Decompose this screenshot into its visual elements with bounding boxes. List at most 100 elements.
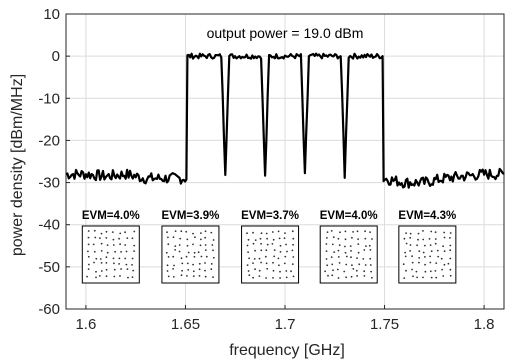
constellation-point <box>364 230 366 233</box>
constellation-point <box>246 264 249 266</box>
constellation-point <box>106 244 109 247</box>
constellation-point <box>113 275 116 278</box>
constellation-point <box>424 270 427 273</box>
constellation-point <box>326 231 329 234</box>
constellation-point <box>180 257 183 260</box>
constellation-point <box>105 275 108 278</box>
constellation-point <box>198 275 201 277</box>
constellation-point <box>194 236 196 239</box>
constellation-point <box>403 277 406 279</box>
constellation-point <box>370 270 372 273</box>
constellation-point <box>351 236 353 239</box>
x-axis-ticks: 1.6 1.65 1.7 1.75 1.8 <box>75 305 495 333</box>
constellation-point <box>339 231 341 234</box>
constellation-point <box>119 275 121 277</box>
constellation-point <box>434 238 437 240</box>
constellation-point <box>204 269 206 272</box>
constellation-point <box>113 268 116 271</box>
constellation-point <box>337 237 340 240</box>
constellation-point <box>279 244 282 247</box>
constellation-point <box>402 263 405 266</box>
constellation-point <box>449 257 452 260</box>
constellation-point <box>409 250 411 252</box>
constellation-point <box>265 232 268 235</box>
y-tick-label: -50 <box>38 259 60 276</box>
constellation-point <box>272 238 275 241</box>
constellation-point <box>87 230 90 232</box>
constellation-point <box>186 275 188 277</box>
constellation-point <box>266 267 269 270</box>
constellation-point <box>449 232 452 234</box>
constellation-point <box>204 244 207 246</box>
series-group <box>65 52 505 189</box>
constellation-point <box>204 230 207 233</box>
constellation-point <box>166 264 169 267</box>
constellation-point <box>272 261 274 264</box>
constellation-box <box>398 225 457 284</box>
constellation-point <box>437 255 440 258</box>
constellation-point <box>271 231 274 233</box>
constellation-point <box>404 251 406 254</box>
constellation-point <box>133 230 136 233</box>
constellation-point <box>246 232 248 235</box>
constellation-point <box>180 274 183 277</box>
constellation-point <box>105 237 108 239</box>
constellation-point <box>429 244 432 247</box>
constellation-point <box>119 232 122 235</box>
constellation-point <box>337 249 340 252</box>
constellation-point <box>336 268 339 271</box>
constellation-point <box>365 245 367 248</box>
constellation-point <box>131 257 134 260</box>
constellation-point <box>330 230 333 232</box>
constellation-point <box>266 237 268 240</box>
constellation-point <box>178 244 181 246</box>
constellation-point <box>93 229 96 232</box>
constellation-point <box>418 250 421 253</box>
constellation-point <box>181 269 184 272</box>
constellation-point <box>87 243 90 246</box>
constellation-point <box>411 268 413 271</box>
constellation-point <box>368 244 371 247</box>
constellation-point <box>430 250 433 253</box>
constellation-point <box>252 242 255 245</box>
constellation-point <box>417 238 419 241</box>
y-tick-label: -10 <box>38 90 60 107</box>
constellation-point <box>363 270 366 273</box>
constellation-point <box>199 244 202 247</box>
constellation-point <box>180 230 183 233</box>
constellation-point <box>369 231 371 234</box>
constellation-point <box>350 275 353 278</box>
constellation-point <box>210 231 213 234</box>
constellation-point <box>266 243 269 246</box>
constellation-point <box>292 237 295 240</box>
constellation-point <box>278 264 280 267</box>
constellation-point <box>172 276 175 278</box>
x-tick-label: 1.75 <box>370 316 399 333</box>
constellation-point <box>259 237 262 240</box>
constellation-point <box>443 263 446 266</box>
constellation-point <box>285 276 288 279</box>
constellation-point <box>411 255 413 258</box>
constellation-point <box>260 242 262 245</box>
constellation-point <box>118 237 120 240</box>
constellation-point <box>132 269 135 272</box>
constellation-point <box>362 258 365 260</box>
constellation-point <box>187 251 190 254</box>
constellation-point <box>279 277 281 279</box>
constellation-point <box>338 262 341 264</box>
constellation-point <box>200 255 203 258</box>
constellation-point <box>279 270 281 273</box>
constellation-point <box>92 243 95 246</box>
constellation-point <box>409 244 412 246</box>
y-tick-label: 0 <box>52 48 60 65</box>
constellation-point <box>185 255 188 258</box>
constellation-point <box>330 256 333 258</box>
constellation-point <box>332 269 334 272</box>
constellation-point <box>193 251 196 254</box>
constellation-point <box>167 256 170 258</box>
y-tick-label: -40 <box>38 217 60 234</box>
constellation-point <box>174 230 177 233</box>
constellation-point <box>247 251 250 254</box>
constellation-point <box>210 268 213 271</box>
constellation-point <box>205 255 208 258</box>
